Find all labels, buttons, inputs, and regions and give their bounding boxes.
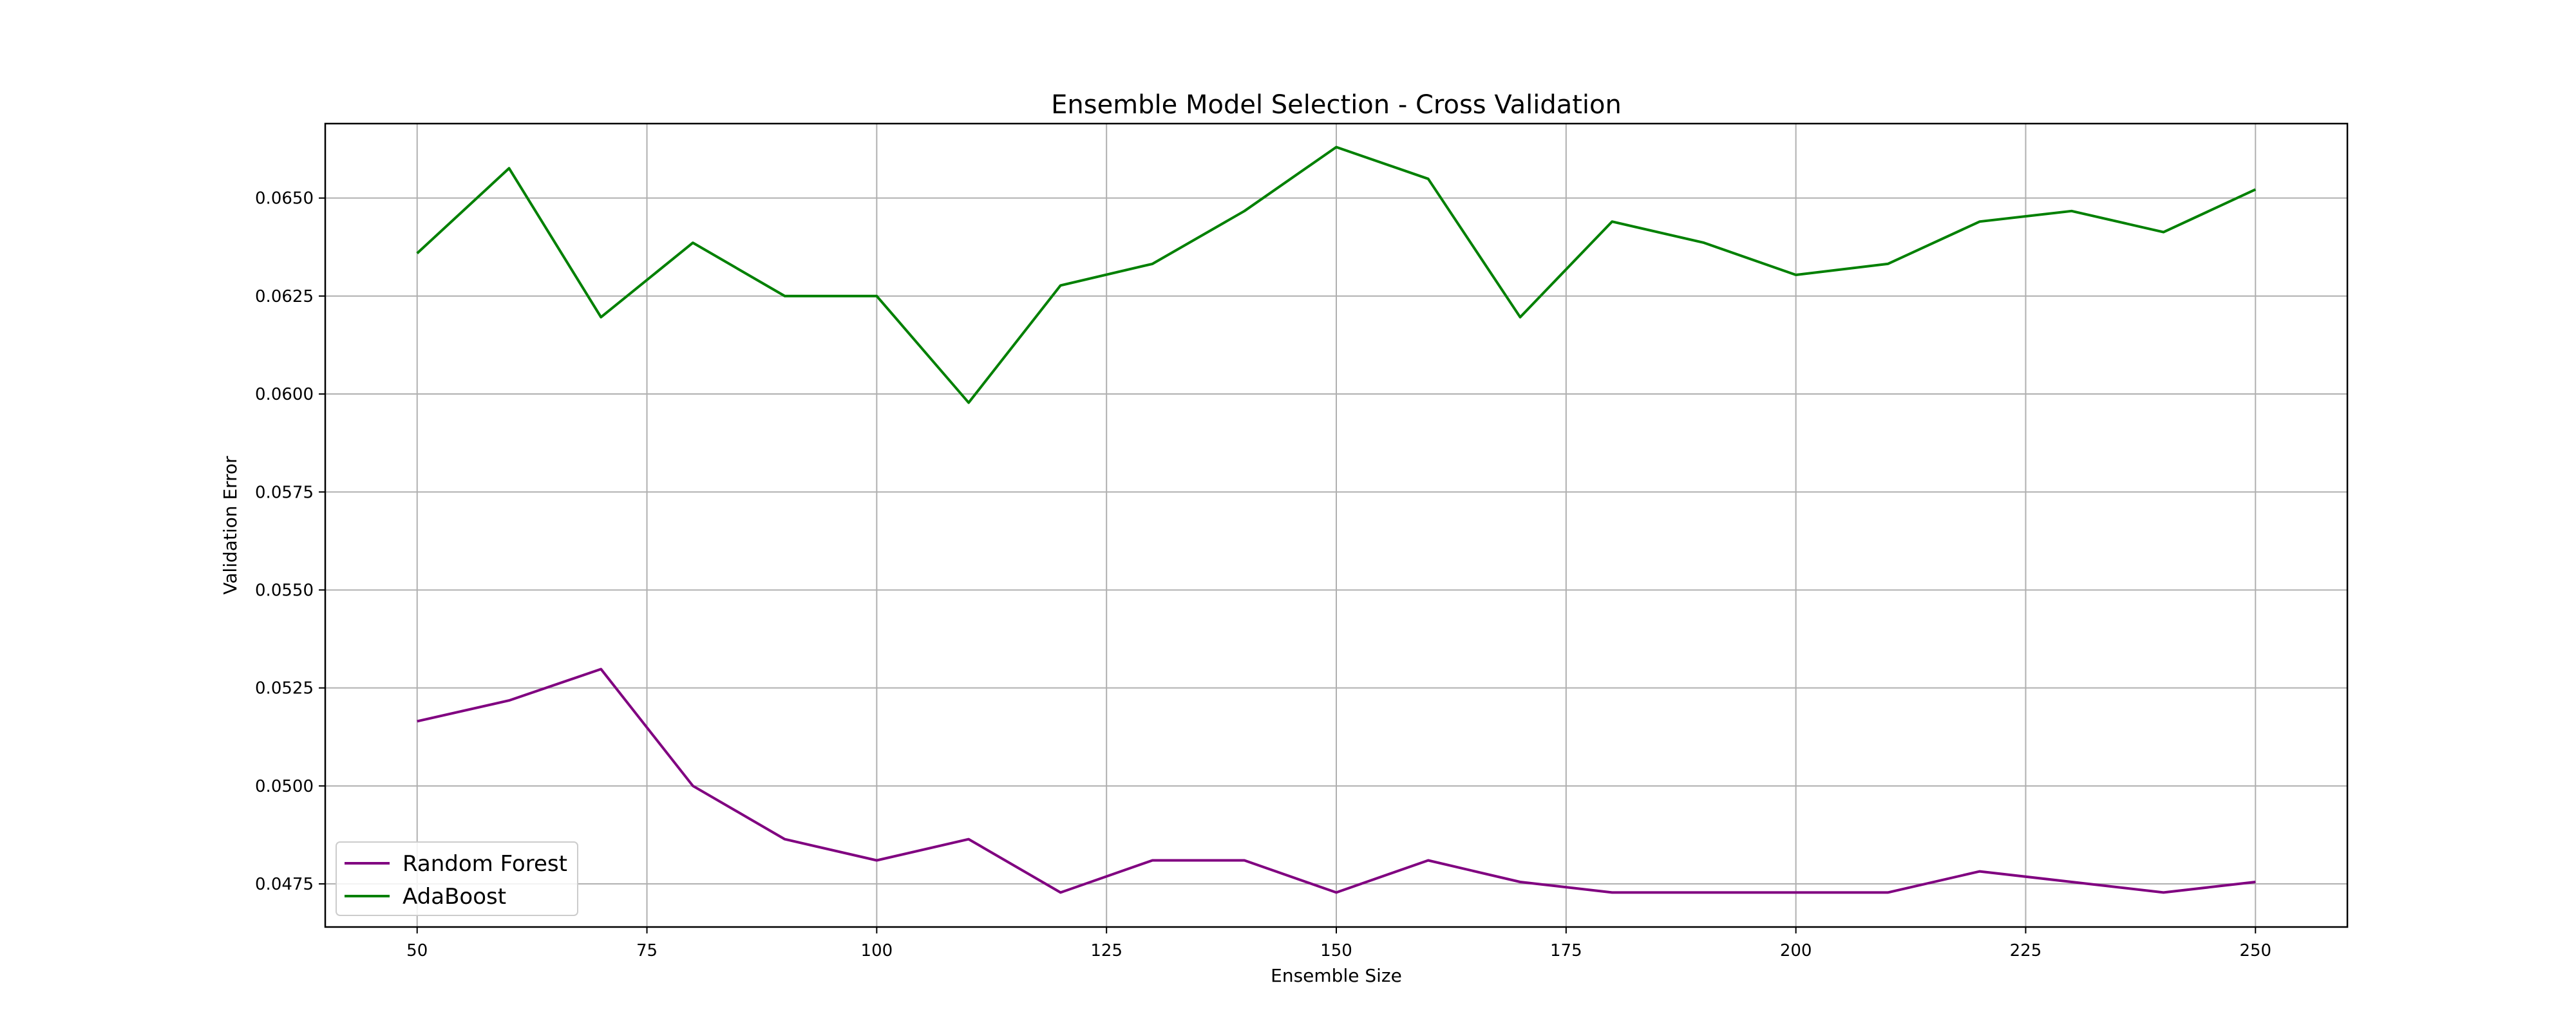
legend-box bbox=[336, 841, 578, 916]
legend: Random Forest AdaBoost bbox=[336, 841, 578, 916]
x-tick-label: 250 bbox=[2239, 941, 2271, 960]
series-line-random-forest bbox=[417, 668, 2256, 894]
series-lines bbox=[416, 145, 2257, 894]
x-tick-label: 75 bbox=[636, 941, 658, 960]
chart-title: Ensemble Model Selection - Cross Validat… bbox=[1051, 90, 1622, 120]
y-axis-ticks: 0.0475 0.0500 0.0525 0.0550 0.0575 0.0600 0.06… bbox=[255, 189, 325, 894]
x-tick-label: 200 bbox=[1780, 941, 1812, 960]
y-tick-label: 0.0625 bbox=[255, 287, 314, 306]
y-axis-title: Validation Error bbox=[220, 456, 241, 595]
x-tick-label: 125 bbox=[1090, 941, 1122, 960]
x-tick-label: 150 bbox=[1320, 941, 1352, 960]
y-tick-label: 0.0500 bbox=[255, 777, 314, 796]
grid-lines bbox=[325, 124, 2347, 927]
x-tick-label: 175 bbox=[1550, 941, 1582, 960]
y-tick-label: 0.0600 bbox=[255, 385, 314, 404]
series-line-adaboost bbox=[416, 145, 2257, 404]
x-tick-label: 100 bbox=[861, 941, 893, 960]
legend-label-random-forest: Random Forest bbox=[402, 851, 567, 877]
y-tick-label: 0.0650 bbox=[255, 189, 314, 209]
x-axis-ticks: 50 75 100 125 150 175 200 225 250 bbox=[406, 927, 2271, 960]
y-tick-label: 0.0550 bbox=[255, 581, 314, 600]
y-tick-label: 0.0575 bbox=[255, 483, 314, 502]
y-tick-label: 0.0525 bbox=[255, 679, 314, 698]
legend-label-adaboost: AdaBoost bbox=[402, 884, 506, 910]
y-tick-label: 0.0475 bbox=[255, 875, 314, 894]
x-tick-label: 225 bbox=[2010, 941, 2042, 960]
x-tick-label: 50 bbox=[406, 941, 428, 960]
x-axis-title: Ensemble Size bbox=[1271, 965, 1402, 986]
